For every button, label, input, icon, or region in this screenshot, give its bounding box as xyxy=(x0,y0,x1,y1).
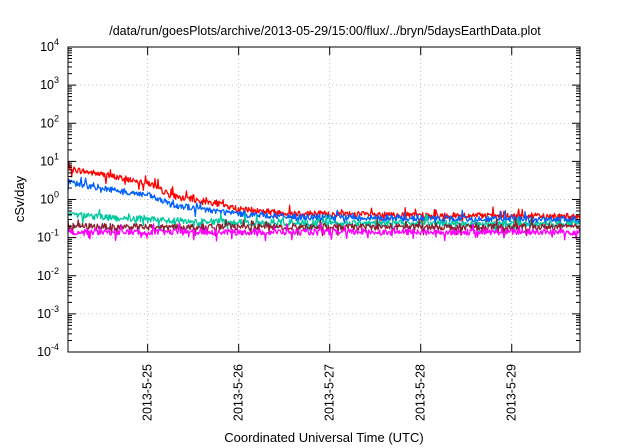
y-tick-label: 10-4 xyxy=(37,342,59,359)
y-tick-label: 100 xyxy=(40,190,59,207)
series-line xyxy=(67,222,581,242)
y-axis-label: cSv/day xyxy=(12,175,27,222)
y-tick-label: 102 xyxy=(40,113,59,130)
x-tick-label: 2013-5-25 xyxy=(141,364,155,421)
y-tick-label: 10-3 xyxy=(37,304,59,321)
x-tick-label: 2013-5-28 xyxy=(414,364,428,421)
y-tick-label: 10-2 xyxy=(37,266,59,283)
y-axis-ticks: 10-4 10-3 10-2 10-1 100 101 102 103 104 xyxy=(37,37,580,359)
series-group xyxy=(67,161,581,242)
y-tick-label: 10-1 xyxy=(37,228,59,245)
x-axis-ticks: 2013-5-25 2013-5-26 2013-5-27 2013-5-28 2013… xyxy=(141,47,519,421)
x-tick-label: 2013-5-29 xyxy=(505,364,519,421)
x-axis-label: Coordinated Universal Time (UTC) xyxy=(224,430,423,445)
series-line xyxy=(67,176,581,227)
y-tick-label: 101 xyxy=(40,151,59,168)
y-tick-label: 103 xyxy=(40,75,59,92)
x-tick-label: 2013-5-27 xyxy=(323,364,337,421)
grid-lines xyxy=(68,47,580,352)
y-tick-label: 104 xyxy=(40,37,59,54)
chart-title: /data/run/goesPlots/archive/2013-05-29/1… xyxy=(109,24,541,38)
x-tick-label: 2013-5-26 xyxy=(232,364,246,421)
